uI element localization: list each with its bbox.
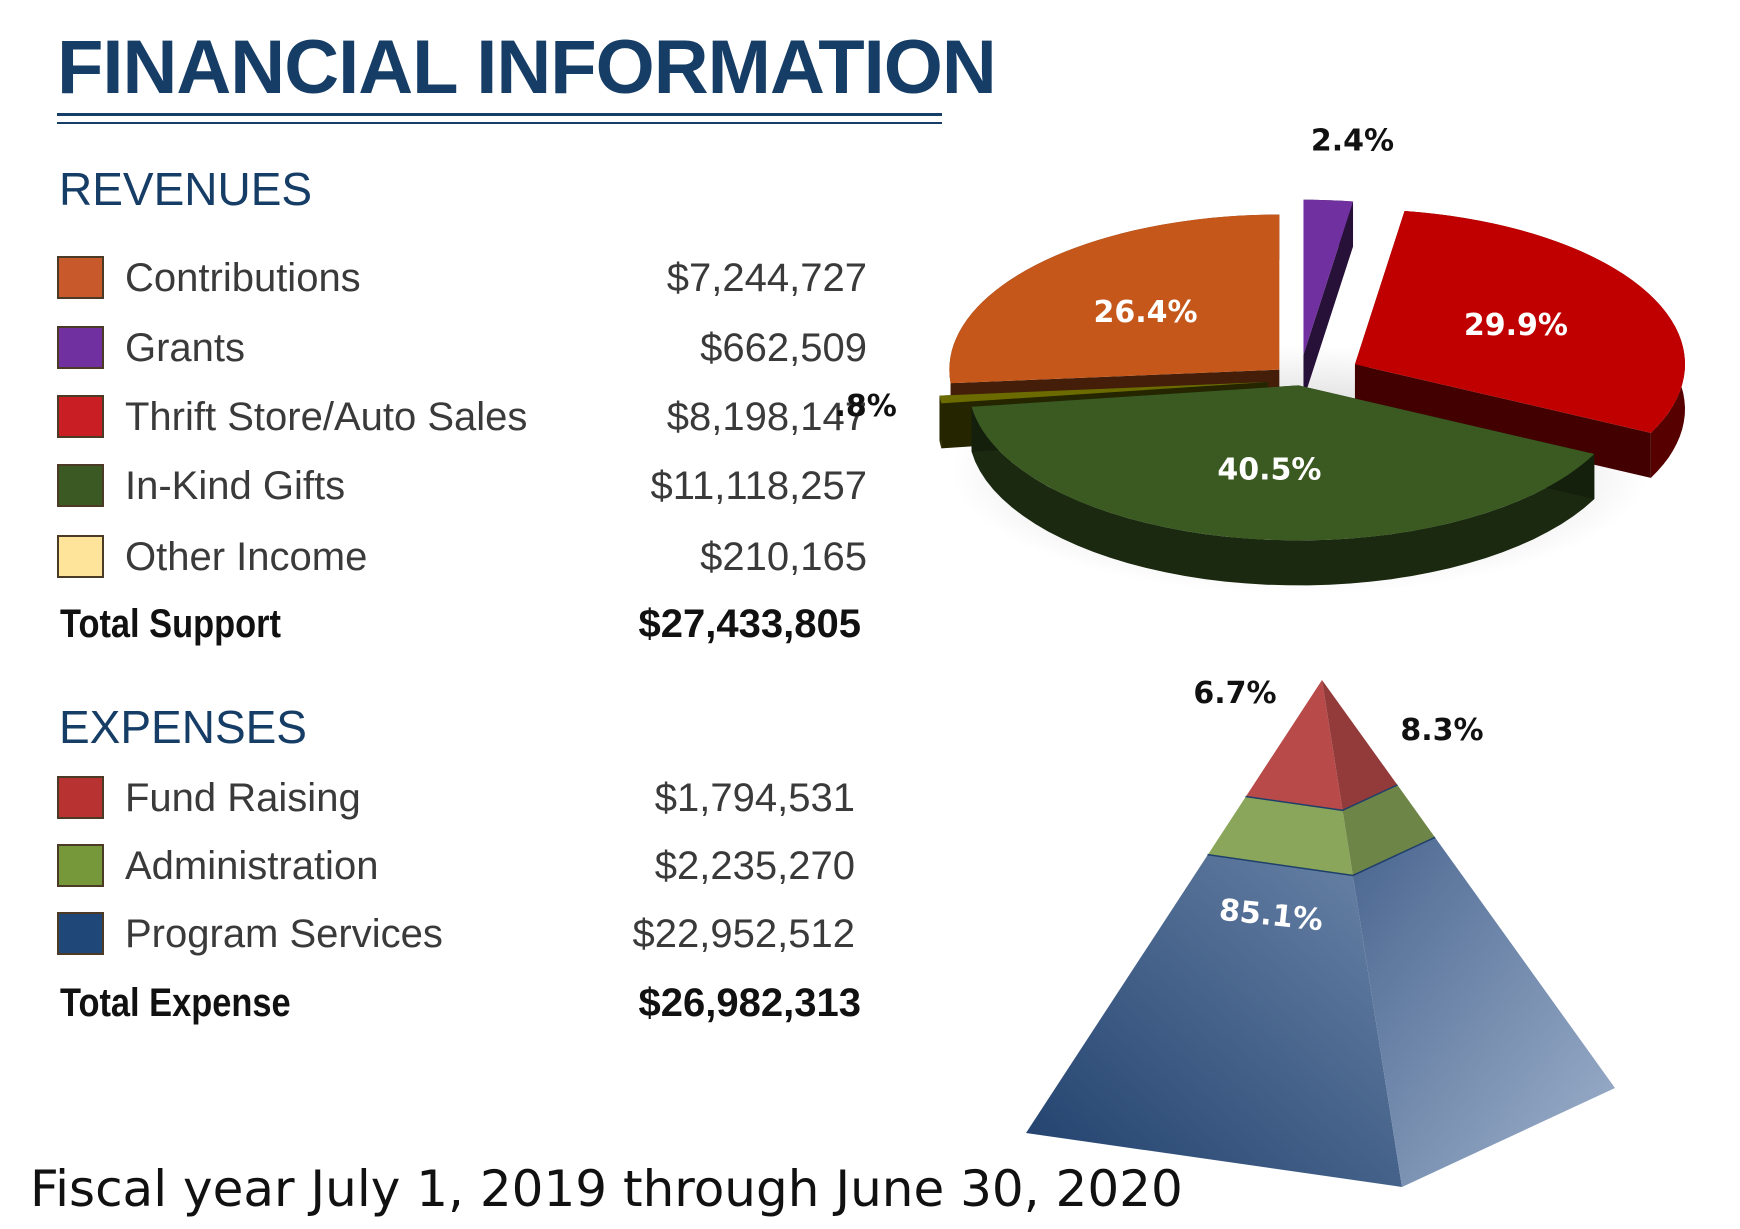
- expense-label: Program Services: [125, 912, 443, 956]
- expense-row-program: Program Services $22,952,512: [57, 910, 867, 966]
- revenue-amount: $8,198,147: [666, 395, 867, 439]
- revenue-row-grants: Grants $662,509: [57, 324, 867, 380]
- revenue-total-row: Total Support $27,433,805: [57, 600, 867, 656]
- expenses-heading: EXPENSES: [59, 701, 307, 753]
- pie-data-label-other-income: .8%: [835, 389, 897, 424]
- expense-amount: $22,952,512: [632, 912, 855, 956]
- pie-slice-side: [971, 406, 1595, 586]
- pie-slice-top: [1303, 199, 1354, 355]
- pyramid-face-right: [1352, 837, 1615, 1187]
- legend-swatch-thrift: [57, 395, 104, 438]
- pyramid-face-left: [1245, 680, 1343, 812]
- total-expense-amount: $26,982,313: [638, 981, 861, 1025]
- expense-total-row: Total Expense $26,982,313: [57, 979, 867, 1035]
- revenue-label: Other Income: [125, 535, 368, 579]
- pyramid-level-administration: [1207, 785, 1437, 878]
- pyramid-face-right: [1342, 785, 1436, 877]
- pyramid-data-label-fund-raising: 6.7%: [1193, 676, 1276, 711]
- revenue-label: Contributions: [125, 256, 361, 300]
- revenue-label: In-Kind Gifts: [125, 464, 346, 508]
- pie-data-label-in-kind-gifts: 40.5%: [1217, 453, 1321, 488]
- legend-swatch-inkind: [57, 464, 104, 507]
- pie-data-label-grants: 2.4%: [1311, 123, 1394, 158]
- legend-swatch-grants: [57, 326, 104, 369]
- pyramid-face-left: [1207, 797, 1353, 877]
- pie-data-label-thrift-store-auto-sales: 29.9%: [1464, 308, 1568, 343]
- expense-label: Administration: [125, 844, 379, 888]
- expense-row-administration: Administration $2,235,270: [57, 842, 867, 898]
- revenue-amount: $662,509: [700, 326, 867, 370]
- expense-pyramid-chart: 6.7%8.3%85.1%: [1026, 676, 1615, 1187]
- revenues-heading: REVENUES: [59, 163, 313, 215]
- pie-data-label-contributions: 26.4%: [1093, 295, 1197, 330]
- total-expense-label: Total Expense: [60, 981, 291, 1025]
- revenue-label: Grants: [125, 326, 246, 370]
- legend-swatch-fundraising: [57, 776, 104, 819]
- title-underline: [57, 113, 942, 116]
- revenue-amount: $210,165: [700, 535, 867, 579]
- expense-row-fundraising: Fund Raising $1,794,531: [57, 774, 867, 830]
- pie-slice-top: [949, 214, 1280, 384]
- pie-slice-top: [939, 381, 1269, 404]
- pyramid-face-left: [1026, 855, 1402, 1187]
- pie-slice-grants: 2.4%: [1303, 123, 1394, 400]
- page-title: FINANCIAL INFORMATION: [57, 25, 997, 110]
- pie-slice-face: [1303, 201, 1354, 400]
- revenue-row-thrift: Thrift Store/Auto Sales $8,198,147: [57, 393, 867, 449]
- total-support-label: Total Support: [60, 602, 282, 646]
- pie-slice-in-kind-gifts: 40.5%: [971, 385, 1595, 586]
- pie-slice-top: [1354, 210, 1685, 433]
- title-underline-thin: [57, 122, 942, 124]
- pie-slice-thrift-store-auto-sales: 29.9%: [1354, 210, 1685, 478]
- pyramid-face-right: [1322, 680, 1398, 812]
- expense-amount: $1,794,531: [654, 776, 855, 820]
- fiscal-year-note: Fiscal year July 1, 2019 through June 30…: [30, 1160, 1183, 1218]
- pyramid-data-label-administration: 8.3%: [1400, 713, 1483, 748]
- legend-swatch-other: [57, 535, 104, 578]
- revenue-amount: $11,118,257: [650, 464, 867, 508]
- legend-swatch-program: [57, 912, 104, 955]
- total-support-amount: $27,433,805: [638, 602, 861, 646]
- pie-slice-face: [1354, 364, 1651, 478]
- revenue-row-inkind: In-Kind Gifts $11,118,257: [57, 462, 867, 518]
- expense-label: Fund Raising: [125, 776, 361, 820]
- revenue-row-other: Other Income $210,165: [57, 533, 867, 589]
- revenue-amount: $7,244,727: [666, 256, 867, 300]
- revenue-pie-chart: 2.4% 26.4% 29.9% .8% 40.5%: [835, 123, 1685, 594]
- revenue-row-contributions: Contributions $7,244,727: [57, 254, 867, 310]
- legend-swatch-administration: [57, 844, 104, 887]
- revenue-label: Thrift Store/Auto Sales: [125, 395, 528, 439]
- expense-amount: $2,235,270: [654, 844, 855, 888]
- legend-swatch-contributions: [57, 256, 104, 299]
- pyramid-level-program-services: [1026, 837, 1615, 1187]
- pie-slice-top: [971, 385, 1595, 541]
